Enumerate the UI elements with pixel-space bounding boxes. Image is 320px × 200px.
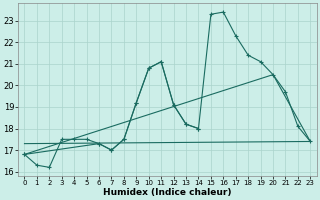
X-axis label: Humidex (Indice chaleur): Humidex (Indice chaleur) (103, 188, 232, 197)
